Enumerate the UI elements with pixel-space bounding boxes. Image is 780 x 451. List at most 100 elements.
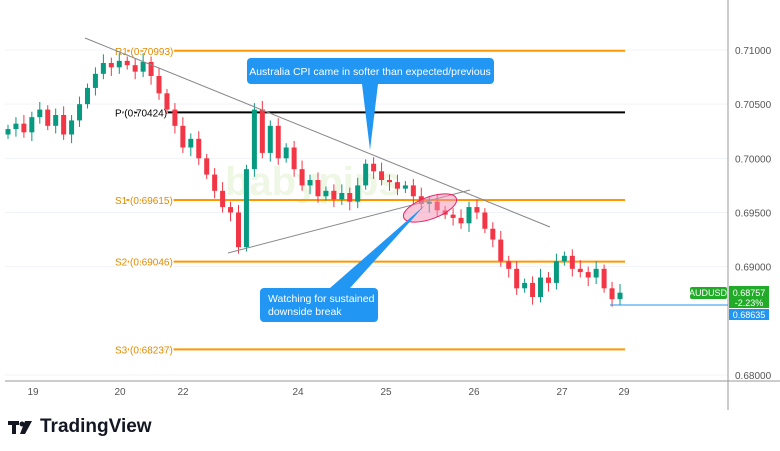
candle-body bbox=[235, 212, 241, 248]
x-tick-label: 29 bbox=[618, 387, 630, 398]
candle-body bbox=[490, 228, 496, 240]
price-chart[interactable]: 0.71000 0.70500 0.70000 0.69500 0.69000 0.680… bbox=[0, 0, 780, 410]
candle-body bbox=[347, 192, 353, 202]
candle-body bbox=[140, 61, 146, 72]
pivot-level-label: P (0.70424) bbox=[115, 108, 167, 119]
candle-body bbox=[307, 179, 313, 186]
candle-body bbox=[394, 182, 400, 189]
candle-body bbox=[92, 73, 98, 88]
candle-body bbox=[5, 129, 11, 135]
candle-body bbox=[180, 125, 186, 148]
x-tick-label: 20 bbox=[114, 387, 126, 398]
tradingview-logo-icon bbox=[8, 421, 32, 434]
candle-body bbox=[291, 147, 297, 170]
candle-body bbox=[410, 185, 416, 197]
candle-body bbox=[156, 75, 162, 94]
candle-body bbox=[577, 268, 583, 273]
x-tick-label: 26 bbox=[468, 387, 480, 398]
candle-body bbox=[522, 282, 528, 289]
candle-body bbox=[61, 114, 67, 135]
candle-body bbox=[45, 109, 51, 126]
candle-body bbox=[172, 109, 178, 126]
highlight-ellipse bbox=[402, 193, 458, 223]
candle-body bbox=[267, 125, 273, 153]
candle-body bbox=[228, 207, 234, 213]
descending-trendline bbox=[84, 37, 551, 228]
callout-box bbox=[247, 58, 494, 84]
brand-name: TradingView bbox=[40, 416, 152, 437]
candle-body bbox=[13, 123, 19, 130]
candle-body bbox=[530, 282, 536, 297]
candle-body bbox=[506, 261, 512, 269]
callout-pointer bbox=[330, 205, 425, 288]
candle-body bbox=[315, 179, 321, 197]
candle-body bbox=[609, 288, 615, 300]
candle-body bbox=[450, 214, 456, 218]
candle-body bbox=[21, 123, 27, 133]
candle-body bbox=[355, 185, 361, 202]
candle-body bbox=[514, 268, 520, 289]
candle-body bbox=[553, 261, 559, 283]
tradingview-logo[interactable]: TradingView bbox=[8, 416, 152, 438]
candle-body bbox=[116, 60, 122, 68]
price-change: -2.23% bbox=[735, 298, 764, 308]
candle-body bbox=[69, 120, 75, 135]
candle-body bbox=[601, 268, 607, 289]
candle-body bbox=[148, 61, 154, 76]
x-tick-label: 22 bbox=[177, 387, 189, 398]
candle-body bbox=[275, 125, 281, 159]
candle-body bbox=[259, 109, 265, 153]
pivot-level-label: S2 (0.69046) bbox=[115, 258, 173, 269]
symbol-label: AUDUSD bbox=[689, 288, 728, 298]
marked-price: 0.68635 bbox=[733, 310, 766, 320]
y-tick-label: 0.68000 bbox=[735, 371, 772, 382]
callout-text-line: downside break bbox=[268, 306, 342, 318]
candle-body bbox=[561, 255, 567, 262]
candle-body bbox=[251, 109, 257, 170]
pivot-level-label: S3 (0.68237) bbox=[115, 345, 173, 356]
candle-body bbox=[498, 239, 504, 262]
candle-body bbox=[84, 87, 90, 105]
candle-body bbox=[482, 212, 488, 229]
candle-body bbox=[363, 163, 369, 186]
marked-price-bg bbox=[729, 309, 769, 320]
pivot-level-label: S1 (0.69615) bbox=[115, 196, 173, 207]
candle-body bbox=[593, 268, 599, 278]
y-tick-label: 0.69000 bbox=[735, 263, 772, 274]
candle-body bbox=[538, 277, 544, 297]
y-tick-label: 0.70500 bbox=[735, 100, 772, 111]
candle-body bbox=[569, 255, 575, 269]
candle-body bbox=[466, 207, 472, 224]
candle-body bbox=[585, 272, 591, 278]
candle-body bbox=[283, 147, 289, 159]
candle-body bbox=[196, 138, 202, 159]
candle-body bbox=[100, 62, 106, 74]
pivot-level-label: R1 (0.70993) bbox=[115, 47, 173, 58]
candle-body bbox=[545, 277, 551, 283]
callout-pointer bbox=[362, 84, 378, 150]
candle-body bbox=[124, 60, 130, 66]
candle-body bbox=[77, 104, 83, 121]
candle-body bbox=[204, 158, 210, 175]
x-tick-label: 25 bbox=[380, 387, 392, 398]
candle-body bbox=[458, 217, 464, 224]
candle-body bbox=[220, 190, 226, 208]
candle-body bbox=[387, 179, 393, 183]
candle-body bbox=[474, 207, 480, 213]
candle-body bbox=[379, 171, 385, 180]
candle-body bbox=[299, 169, 305, 186]
candle-body bbox=[323, 190, 329, 197]
candle-body bbox=[243, 169, 249, 248]
last-price-bg bbox=[729, 286, 769, 308]
last-price: 0.68757 bbox=[733, 288, 766, 298]
candle-body bbox=[29, 117, 35, 133]
callout-text: Watching for sustained downside break bbox=[268, 293, 375, 318]
candle-body bbox=[212, 174, 218, 191]
x-tick-label: 24 bbox=[292, 387, 304, 398]
candle-body bbox=[371, 163, 377, 172]
callout-text: Australia CPI came in softer than expect… bbox=[249, 66, 491, 78]
x-tick-label: 27 bbox=[556, 387, 568, 398]
candle-body bbox=[402, 185, 408, 189]
y-tick-label: 0.69500 bbox=[735, 208, 772, 219]
